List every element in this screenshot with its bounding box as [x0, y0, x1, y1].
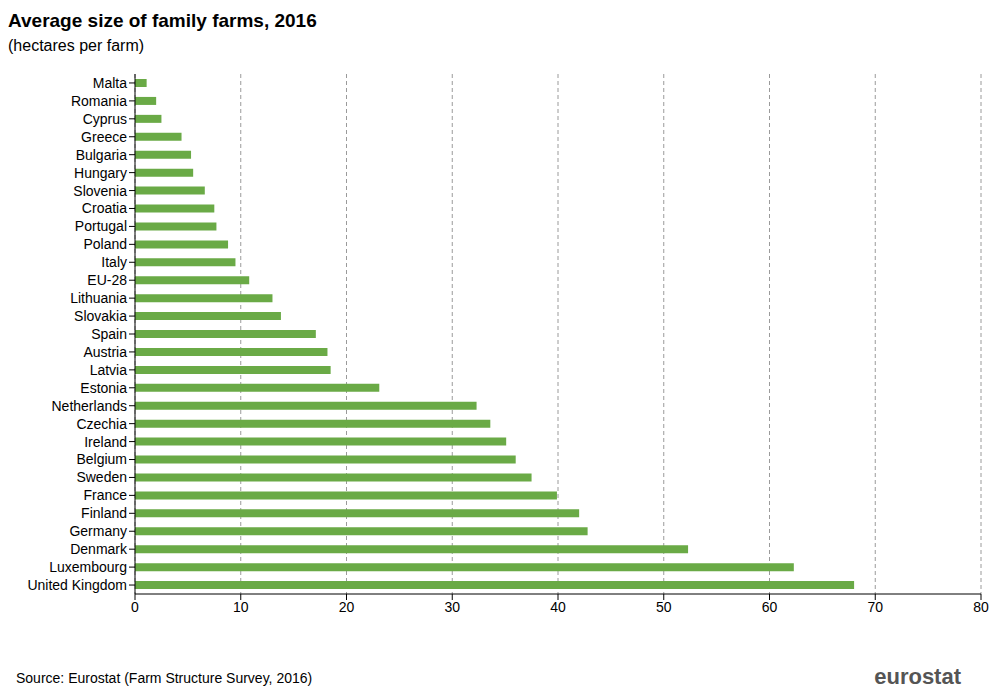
svg-text:EU-28: EU-28: [87, 272, 127, 288]
svg-text:10: 10: [233, 599, 249, 615]
svg-text:70: 70: [867, 599, 883, 615]
svg-text:France: France: [83, 487, 127, 503]
svg-text:Bulgaria: Bulgaria: [76, 147, 128, 163]
svg-text:Ireland: Ireland: [84, 434, 127, 450]
svg-text:0: 0: [131, 599, 139, 615]
svg-text:Slovenia: Slovenia: [73, 183, 127, 199]
svg-text:20: 20: [339, 599, 355, 615]
svg-text:Denmark: Denmark: [70, 541, 128, 557]
html-text:eurostat: eurostat: [874, 664, 961, 689]
svg-text:Romania: Romania: [71, 93, 127, 109]
html-text:(hectares per farm): (hectares per farm): [8, 37, 144, 54]
svg-text:50: 50: [656, 599, 672, 615]
svg-text:Belgium: Belgium: [76, 451, 127, 467]
svg-text:Slovakia: Slovakia: [74, 308, 127, 324]
svg-text:Austria: Austria: [83, 344, 127, 360]
svg-text:Lithuania: Lithuania: [70, 290, 127, 306]
svg-text:Cyprus: Cyprus: [83, 111, 127, 127]
svg-text:Malta: Malta: [93, 75, 127, 91]
svg-text:Finland: Finland: [81, 505, 127, 521]
svg-text:Czechia: Czechia: [76, 416, 127, 432]
svg-text:Latvia: Latvia: [90, 362, 128, 378]
svg-text:30: 30: [444, 599, 460, 615]
svg-text:Italy: Italy: [101, 254, 127, 270]
svg-text:Croatia: Croatia: [82, 200, 127, 216]
svg-text:Sweden: Sweden: [76, 469, 127, 485]
svg-text:Estonia: Estonia: [80, 380, 127, 396]
svg-text:United Kingdom: United Kingdom: [27, 577, 127, 593]
svg-text:Netherlands: Netherlands: [52, 398, 128, 414]
svg-text:Portugal: Portugal: [75, 218, 127, 234]
svg-text:Luxembourg: Luxembourg: [49, 559, 127, 575]
svg-text:Germany: Germany: [69, 523, 127, 539]
html-text:Source: Eurostat (Farm Structu: Source: Eurostat (Farm Structure Survey,…: [16, 670, 313, 686]
svg-text:Spain: Spain: [91, 326, 127, 342]
svg-text:40: 40: [550, 599, 566, 615]
svg-text:80: 80: [973, 599, 989, 615]
svg-text:Greece: Greece: [81, 129, 127, 145]
svg-text:Hungary: Hungary: [74, 165, 127, 181]
svg-text:60: 60: [762, 599, 778, 615]
svg-text:Poland: Poland: [83, 236, 127, 252]
html-text:Average size of family farms,: Average size of family farms, 2016: [8, 10, 317, 31]
